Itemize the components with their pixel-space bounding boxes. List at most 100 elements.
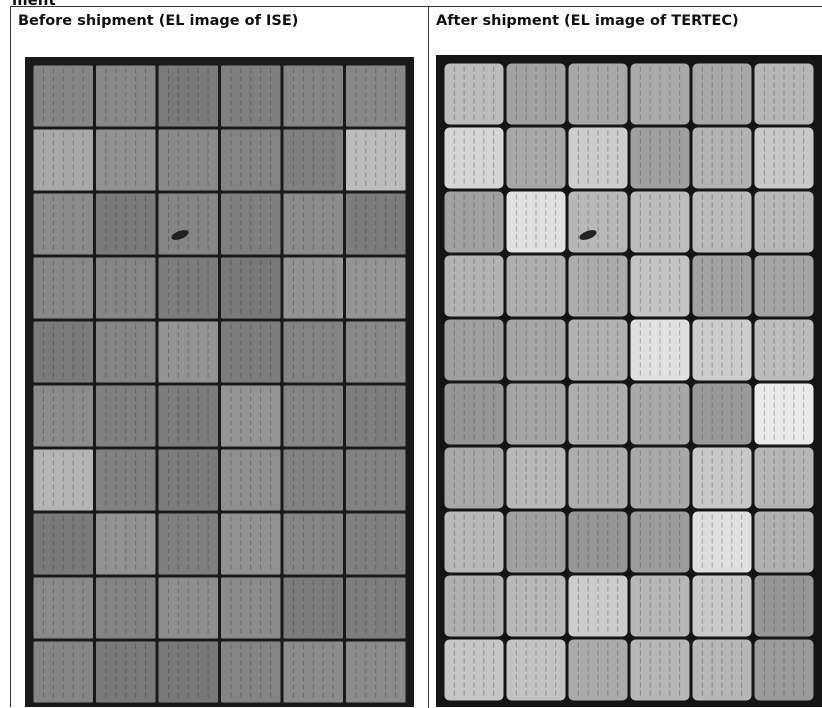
solar-cell [444, 575, 504, 637]
solar-cell [630, 575, 690, 637]
solar-cell [96, 641, 156, 703]
el-image [25, 57, 414, 707]
defect [171, 230, 189, 240]
solar-cell [692, 447, 752, 509]
solar-cell [33, 129, 93, 191]
solar-cell [96, 257, 156, 319]
solar-cell [630, 383, 690, 445]
solar-cell [96, 513, 156, 575]
solar-cell [506, 63, 566, 125]
solar-cell [568, 319, 628, 381]
column-header: Before shipment (EL image of ISE) [18, 13, 299, 29]
solar-cell [444, 447, 504, 509]
solar-cell [630, 63, 690, 125]
solar-cell [692, 63, 752, 125]
column-header: After shipment (EL image of TERTEC) [436, 13, 739, 29]
solar-cell [221, 321, 281, 383]
solar-cell [283, 257, 343, 319]
solar-cell [692, 319, 752, 381]
solar-cell [754, 511, 814, 573]
solar-cell [33, 257, 93, 319]
solar-cell [346, 65, 406, 127]
solar-cell [630, 447, 690, 509]
solar-cell [158, 449, 218, 511]
solar-cell [444, 383, 504, 445]
solar-cell [444, 639, 504, 701]
solar-cell [346, 129, 406, 191]
solar-cell [283, 449, 343, 511]
solar-cell [221, 449, 281, 511]
solar-cell [568, 575, 628, 637]
solar-cell [283, 193, 343, 255]
solar-cell [221, 129, 281, 191]
solar-cell [158, 257, 218, 319]
solar-cell [630, 127, 690, 189]
solar-cell [346, 193, 406, 255]
solar-cell [754, 575, 814, 637]
solar-cell [96, 449, 156, 511]
solar-cell [506, 191, 566, 253]
solar-cell [221, 257, 281, 319]
solar-cell [33, 193, 93, 255]
solar-cell [158, 385, 218, 447]
solar-cell [754, 127, 814, 189]
solar-cell [346, 385, 406, 447]
table-cell: After shipment (EL image of TERTEC) [429, 7, 822, 708]
solar-cell [444, 255, 504, 317]
solar-cell [283, 129, 343, 191]
solar-cell [692, 191, 752, 253]
solar-cell [692, 575, 752, 637]
solar-cell [33, 321, 93, 383]
solar-cell [754, 383, 814, 445]
solar-cell [96, 577, 156, 639]
solar-cell [346, 577, 406, 639]
solar-cell [96, 65, 156, 127]
solar-cell [692, 255, 752, 317]
solar-cell [444, 191, 504, 253]
solar-cell [506, 511, 566, 573]
solar-cell [158, 129, 218, 191]
solar-cell [158, 577, 218, 639]
solar-cell [692, 639, 752, 701]
solar-cell [33, 385, 93, 447]
solar-cell [283, 321, 343, 383]
solar-cell [506, 127, 566, 189]
solar-cell [158, 641, 218, 703]
solar-cell [754, 639, 814, 701]
solar-cell [506, 447, 566, 509]
solar-cell [346, 257, 406, 319]
solar-cell [221, 513, 281, 575]
solar-cell [630, 191, 690, 253]
solar-cell [158, 321, 218, 383]
el-image [436, 55, 822, 707]
table-cell: Before shipment (EL image of ISE) [11, 7, 429, 708]
solar-cell [754, 255, 814, 317]
solar-cell [33, 449, 93, 511]
solar-cell [96, 385, 156, 447]
solar-cell [221, 65, 281, 127]
solar-cell [444, 63, 504, 125]
defect [579, 230, 597, 240]
solar-cell [33, 577, 93, 639]
solar-cell [444, 127, 504, 189]
solar-cell [568, 511, 628, 573]
solar-cell [568, 127, 628, 189]
solar-cell [283, 65, 343, 127]
solar-cell [754, 447, 814, 509]
solar-cell [630, 319, 690, 381]
solar-cell [506, 255, 566, 317]
solar-cell [283, 641, 343, 703]
solar-cell [96, 321, 156, 383]
solar-cell [692, 511, 752, 573]
solar-cell [33, 513, 93, 575]
solar-cell [346, 513, 406, 575]
solar-cell [221, 193, 281, 255]
solar-cell [630, 255, 690, 317]
solar-cell [96, 193, 156, 255]
solar-cell [506, 575, 566, 637]
solar-cell [96, 129, 156, 191]
solar-cell [630, 511, 690, 573]
solar-cell [692, 383, 752, 445]
solar-cell [283, 577, 343, 639]
